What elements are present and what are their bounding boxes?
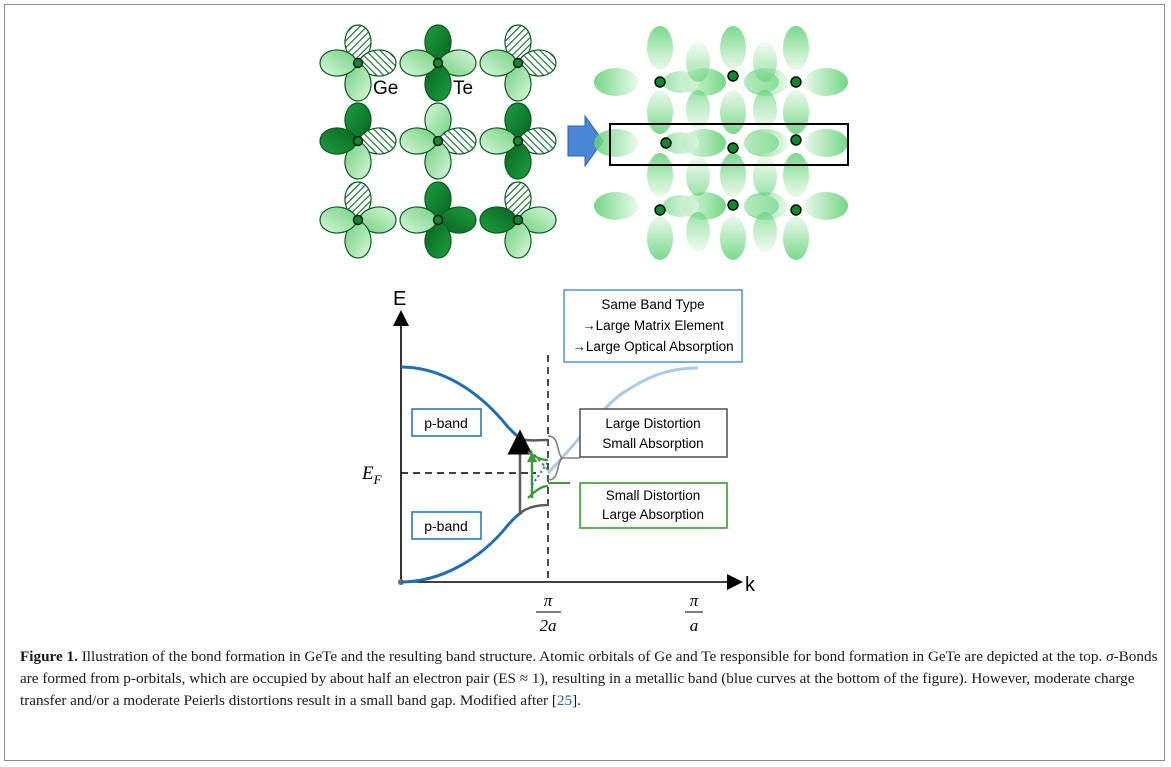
small-gap-edge-upper bbox=[527, 451, 549, 462]
large-distortion-line-1: Large Distortion bbox=[605, 416, 700, 431]
gap-edge-upper bbox=[517, 435, 549, 442]
atom-dot bbox=[790, 76, 802, 88]
svg-text:π: π bbox=[544, 591, 553, 610]
small-distortion-line-1: Small Distortion bbox=[606, 488, 701, 503]
p-orbital-icon bbox=[399, 181, 477, 259]
p-orbital-icon bbox=[479, 181, 557, 259]
small-gap-edge-lower bbox=[527, 484, 549, 499]
bonded-lattice bbox=[594, 26, 848, 260]
atom-dot bbox=[727, 70, 739, 82]
figure-caption: Figure 1. Illustration of the bond forma… bbox=[20, 646, 1160, 712]
transition-arrow-icon bbox=[567, 114, 604, 168]
same-band-box bbox=[563, 289, 743, 363]
x-axis-label: k bbox=[745, 574, 756, 596]
small-distortion-box bbox=[579, 482, 728, 529]
p-orbital-icon bbox=[479, 102, 557, 180]
small-gap-arrow-head bbox=[527, 452, 537, 462]
p-orbital-icon bbox=[479, 24, 557, 102]
svg-text:π: π bbox=[690, 591, 699, 610]
caption-sigma: σ bbox=[1106, 648, 1114, 665]
same-band-line-1: Same Band Type bbox=[601, 297, 704, 312]
same-band-line-2: →Large Matrix Element bbox=[582, 318, 724, 333]
pband-lower-box bbox=[411, 511, 482, 540]
caption-label: Figure 1. bbox=[20, 648, 78, 665]
lower-band-curve bbox=[400, 510, 523, 584]
large-distortion-line-2: Small Absorption bbox=[602, 436, 703, 451]
folded-band-curve bbox=[546, 366, 699, 475]
pband-upper-label: p-band bbox=[424, 415, 468, 431]
atom-dot bbox=[660, 137, 672, 149]
atom-dot bbox=[727, 199, 739, 211]
orbital-grid bbox=[319, 24, 557, 259]
large-distortion-box bbox=[579, 408, 728, 458]
figure-illustration: Ge Te E k EF π 2a π a bbox=[319, 24, 849, 635]
bond-chain-box bbox=[609, 123, 849, 166]
pband-upper-box bbox=[411, 408, 482, 437]
te-label: Te bbox=[453, 78, 473, 99]
caption-text-3: ]. bbox=[572, 692, 581, 709]
tick-end: π a bbox=[685, 591, 703, 635]
gap-edge-lower bbox=[517, 503, 549, 516]
caption-text-2: -Bonds are formed from p-orbitals, which… bbox=[20, 648, 1158, 709]
fermi-label: EF bbox=[361, 463, 383, 487]
pband-lower-label: p-band bbox=[424, 518, 468, 534]
tick-mid: π 2a bbox=[536, 591, 561, 635]
atom-dot bbox=[654, 204, 666, 216]
reference-link[interactable]: 25 bbox=[556, 692, 573, 709]
atom-dot bbox=[727, 142, 739, 154]
p-orbital-icon bbox=[319, 24, 397, 102]
svg-text:2a: 2a bbox=[540, 616, 557, 635]
small-distortion-line-2: Large Absorption bbox=[602, 507, 704, 522]
caption-text-1: Illustration of the bond formation in Ge… bbox=[77, 648, 1107, 665]
green-dotted bbox=[529, 449, 549, 471]
p-orbital-icon bbox=[399, 102, 477, 180]
p-orbital-icon bbox=[319, 102, 397, 180]
same-band-line-3: →Large Optical Absorption bbox=[572, 339, 733, 354]
ge-label: Ge bbox=[373, 78, 398, 99]
svg-text:a: a bbox=[690, 616, 699, 635]
atom-dot bbox=[790, 134, 802, 146]
atom-dot bbox=[654, 76, 666, 88]
p-orbital-icon bbox=[399, 24, 477, 102]
atom-dot bbox=[790, 204, 802, 216]
y-axis-label: E bbox=[393, 288, 406, 310]
p-orbital-icon bbox=[319, 181, 397, 259]
band-diagram: E k EF π 2a π a bbox=[361, 288, 756, 635]
